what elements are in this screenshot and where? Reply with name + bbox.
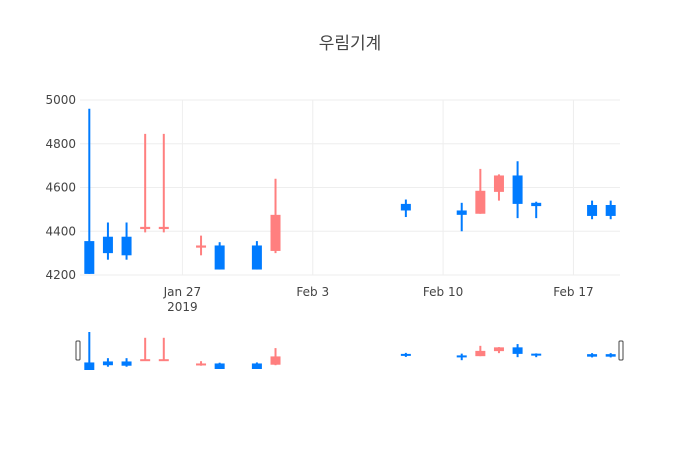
candle[interactable] <box>158 133 169 233</box>
candle[interactable] <box>251 241 262 270</box>
candle-mini[interactable] <box>531 353 542 358</box>
candle-body <box>214 245 225 270</box>
candle-body <box>400 353 411 356</box>
candle-mini[interactable] <box>587 353 598 358</box>
candle-body <box>196 245 207 248</box>
x-tick-label: Feb 3 <box>296 285 329 299</box>
candle-body <box>475 350 486 357</box>
candle-body <box>605 205 616 216</box>
y-tick-label: 4200 <box>45 268 76 282</box>
candle[interactable] <box>456 202 467 232</box>
candle-mini[interactable] <box>102 358 113 367</box>
candle-body <box>140 359 151 362</box>
candle-body <box>512 347 523 354</box>
x-tick-label: Feb 10 <box>423 285 463 299</box>
candle[interactable] <box>475 168 486 214</box>
range-slider-candles <box>84 332 616 370</box>
candle-body <box>121 236 132 256</box>
candle-body <box>456 210 467 215</box>
candle-mini[interactable] <box>512 344 523 358</box>
candle[interactable] <box>214 242 225 270</box>
candle-mini[interactable] <box>251 362 262 369</box>
range-slider-left-handle[interactable] <box>75 340 81 361</box>
candle-body <box>140 226 151 230</box>
y-tick-label: 5000 <box>45 93 76 107</box>
candle-mini[interactable] <box>158 337 169 362</box>
grid-lines <box>80 99 620 276</box>
candle-body <box>121 361 132 366</box>
candle-body <box>493 347 504 352</box>
candle-mini[interactable] <box>270 348 281 366</box>
candle-body <box>587 354 598 357</box>
candle-body <box>251 245 262 270</box>
candle[interactable] <box>102 222 113 260</box>
candle-body <box>196 363 207 366</box>
candle-body <box>270 214 281 251</box>
candle-body <box>251 363 262 369</box>
candle-body <box>587 205 598 216</box>
candle[interactable] <box>140 133 151 233</box>
candle[interactable] <box>531 201 542 219</box>
candle[interactable] <box>196 235 207 256</box>
x-tick-label: Jan 27 <box>163 285 202 299</box>
y-tick-label: 4600 <box>45 181 76 195</box>
candle[interactable] <box>270 178 281 254</box>
candle[interactable] <box>121 222 132 260</box>
y-axis-ticks: 4200 4400 4600 4800 5000 <box>45 93 76 282</box>
candle-body <box>158 359 169 362</box>
candle-body <box>400 203 411 211</box>
candle-mini[interactable] <box>121 358 132 367</box>
candle-mini[interactable] <box>214 362 225 369</box>
candle[interactable] <box>400 199 411 218</box>
candles[interactable] <box>84 108 616 274</box>
candle[interactable] <box>493 174 504 201</box>
candle-body <box>456 355 467 358</box>
candle[interactable] <box>587 200 598 220</box>
candle-body <box>158 226 169 230</box>
candle-body <box>270 356 281 365</box>
candle[interactable] <box>84 108 95 274</box>
chart-title: 우림기계 <box>319 34 382 54</box>
candle-body <box>531 353 542 356</box>
candle-mini[interactable] <box>400 352 411 357</box>
candle-mini[interactable] <box>605 353 616 358</box>
candle-mini[interactable] <box>196 361 207 366</box>
candle-body <box>214 363 225 369</box>
candle-body <box>512 175 523 204</box>
candle-body <box>84 241 95 274</box>
range-slider-right-handle[interactable] <box>618 340 624 361</box>
candle-body <box>102 361 113 366</box>
candle-mini[interactable] <box>456 353 467 361</box>
candle-body <box>475 190 486 214</box>
candle-body <box>531 202 542 207</box>
candle[interactable] <box>512 161 523 219</box>
candle-body <box>493 175 504 192</box>
candle-body <box>102 236 113 254</box>
candle-mini[interactable] <box>475 345 486 357</box>
candle-mini[interactable] <box>493 347 504 354</box>
candle-body <box>605 354 616 357</box>
candle-mini[interactable] <box>84 332 95 370</box>
y-tick-label: 4800 <box>45 137 76 151</box>
candle-body <box>84 362 95 370</box>
candle[interactable] <box>605 200 616 220</box>
x-tick-label: Feb 17 <box>553 285 593 299</box>
x-tick-sublabel: 2019 <box>167 300 198 314</box>
y-tick-label: 4400 <box>45 224 76 238</box>
range-slider[interactable] <box>75 332 624 370</box>
candle-mini[interactable] <box>140 337 151 362</box>
